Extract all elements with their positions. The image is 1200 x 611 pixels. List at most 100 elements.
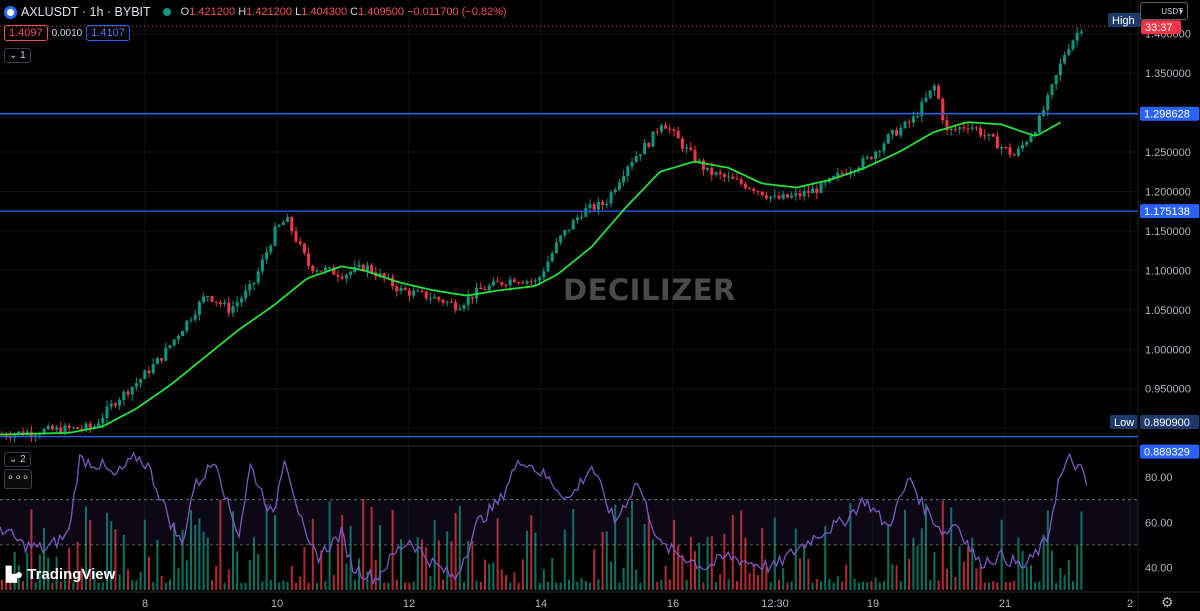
gear-icon[interactable]: ⚙	[1161, 594, 1174, 610]
price-axis-tick-label: 1.100000	[1145, 265, 1191, 277]
volume-bar	[912, 537, 915, 590]
volume-bar	[395, 579, 398, 590]
more-options-button[interactable]: ∘∘∘	[4, 469, 32, 489]
candle-body	[181, 331, 185, 337]
buy-button[interactable]: 1.4107	[86, 25, 130, 41]
candle-body	[365, 265, 369, 272]
volume-bar	[194, 524, 197, 590]
volume-bar	[547, 581, 549, 590]
volume-bar	[215, 565, 218, 590]
symbol-header: AXLUSDT · 1h · BYBIT O1.421200 H1.421200…	[4, 4, 507, 20]
candle-body	[533, 280, 537, 282]
candle-body	[139, 379, 143, 384]
candle-body	[806, 191, 810, 194]
volume-bar	[320, 550, 323, 590]
candle-body	[17, 431, 21, 435]
price-axis-tick-label: 1.200000	[1145, 187, 1191, 199]
candle-body	[500, 282, 504, 285]
candle-body	[1050, 84, 1054, 96]
candle-body	[416, 290, 420, 292]
volume-bar	[433, 519, 436, 590]
volume-bar	[866, 582, 869, 590]
candle-body	[294, 231, 298, 242]
candle-body	[979, 128, 983, 136]
pane2-collapse-toggle[interactable]: ⌄ 2	[4, 452, 31, 467]
candle-body	[1058, 63, 1062, 76]
candle-body	[42, 429, 46, 435]
volume-bar	[652, 539, 654, 590]
pane1-collapse-toggle[interactable]: ⌄ 1	[4, 48, 31, 63]
volume-bar	[458, 505, 461, 590]
candle-body	[735, 178, 739, 180]
volume-bar	[1030, 565, 1032, 590]
candle-body	[517, 282, 521, 284]
volume-bar	[232, 511, 234, 590]
currency-select[interactable]: USDT ▾	[1140, 2, 1188, 20]
tradingview-logo[interactable]: ▙● TradingView	[6, 566, 115, 583]
volume-bar	[152, 582, 155, 590]
volume-bar	[933, 552, 936, 590]
volume-bar	[1025, 566, 1028, 590]
volume-bar	[937, 580, 940, 590]
volume-bar	[47, 557, 50, 590]
candle-body	[525, 281, 529, 284]
candle-body	[1008, 147, 1012, 155]
volume-bar	[164, 582, 167, 590]
candle-body	[571, 220, 575, 230]
candle-body	[281, 222, 285, 226]
volume-bar	[1059, 568, 1062, 590]
candle-body	[659, 125, 663, 132]
volume-bar	[916, 545, 919, 590]
candle-body	[445, 301, 449, 303]
candle-body	[588, 204, 592, 209]
volume-bar	[891, 564, 894, 590]
candle-body	[559, 235, 563, 243]
candle-body	[748, 188, 752, 190]
candle-body	[731, 176, 735, 179]
candle-body	[626, 166, 630, 177]
volume-bar	[9, 568, 12, 590]
volume-bar	[59, 582, 62, 590]
time-axis-tick-label: 12:30	[761, 598, 789, 610]
candle-body	[176, 336, 180, 340]
volume-bar	[1042, 534, 1045, 590]
volume-bar	[219, 499, 222, 590]
volume-bar	[925, 503, 927, 590]
volume-bar	[475, 580, 478, 590]
volume-bar	[177, 568, 180, 590]
volume-bar	[202, 531, 205, 590]
symbol-title[interactable]: AXLUSDT · 1h · BYBIT	[21, 5, 151, 19]
time-axis-tick-label: 14	[535, 598, 547, 610]
volume-bar	[992, 581, 995, 590]
volume-bar	[1046, 510, 1049, 590]
candle-body	[252, 282, 256, 285]
volume-bar	[299, 576, 302, 590]
volume-bar	[996, 582, 999, 590]
volume-bar	[723, 533, 726, 590]
volume-bar	[614, 504, 617, 590]
volume-bar	[1009, 582, 1011, 590]
volume-bar	[790, 581, 793, 590]
volume-bar	[1021, 550, 1024, 590]
volume-bar	[946, 568, 948, 590]
volume-bar	[181, 529, 184, 590]
candle-body	[1042, 110, 1046, 116]
time-axis-tick-label: 16	[667, 598, 679, 610]
candle-body	[214, 301, 218, 303]
price-axis-tick-label: 1.150000	[1145, 226, 1191, 238]
candle-body	[617, 182, 621, 190]
volume-bar	[610, 561, 612, 590]
candle-body	[958, 127, 962, 130]
volume-bar	[710, 536, 713, 590]
candle-body	[554, 242, 558, 254]
volume-bar	[345, 563, 348, 590]
volume-bar	[857, 582, 860, 590]
candle-body	[206, 296, 210, 298]
sell-button[interactable]: 1.4097	[4, 25, 48, 41]
candle-body	[479, 287, 483, 290]
candle-body	[928, 90, 932, 98]
candle-body	[697, 160, 701, 162]
price-axis-tick-label: 0.950000	[1145, 384, 1191, 396]
volume-bar	[639, 582, 642, 590]
